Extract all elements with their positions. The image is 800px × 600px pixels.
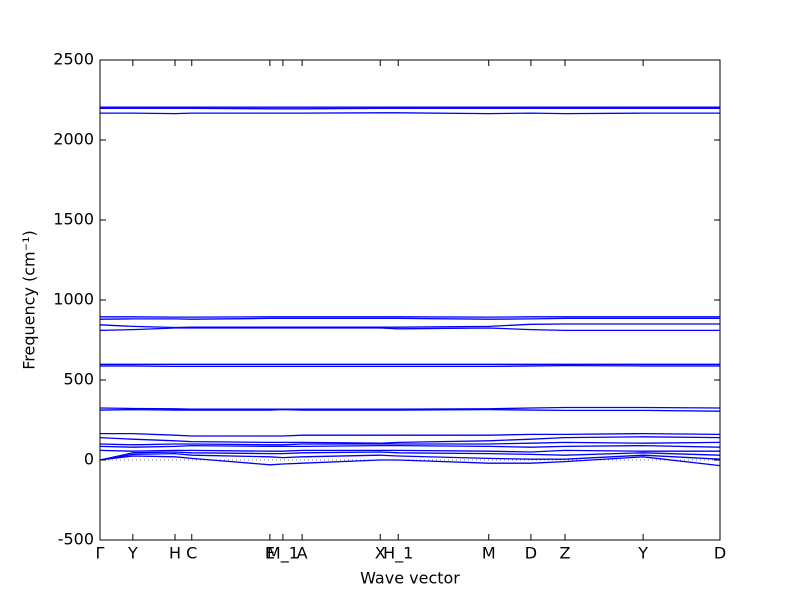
x-tick-label: Γ bbox=[96, 544, 105, 563]
x-tick-label: Y bbox=[127, 544, 138, 563]
band bbox=[99, 444, 721, 448]
band bbox=[99, 408, 721, 412]
x-tick-label: M_1 bbox=[267, 544, 299, 564]
y-tick-label: -500 bbox=[58, 530, 94, 549]
band bbox=[99, 436, 721, 444]
x-tick-label: D bbox=[525, 544, 537, 563]
x-tick-label: E bbox=[265, 544, 275, 563]
band bbox=[99, 317, 720, 320]
band bbox=[99, 323, 720, 329]
x-tick-label: C bbox=[186, 544, 197, 563]
band bbox=[99, 441, 721, 446]
y-tick-label: 0 bbox=[84, 450, 94, 469]
x-axis-label: Wave vector bbox=[360, 569, 460, 588]
x-tick-label: H bbox=[169, 544, 181, 563]
x-tick-label: M bbox=[482, 544, 496, 563]
plot-frame bbox=[99, 59, 721, 541]
x-tick-label: H_1 bbox=[383, 544, 413, 564]
x-tick-label: Z bbox=[560, 544, 571, 563]
x-tick-label: X bbox=[375, 544, 386, 563]
y-axis-label: Frequency (cm⁻¹) bbox=[20, 230, 39, 369]
band bbox=[99, 451, 721, 461]
band bbox=[100, 112, 720, 115]
band bbox=[99, 406, 721, 410]
y-tick-label: 1500 bbox=[53, 210, 94, 229]
y-tick-label: 2000 bbox=[53, 130, 94, 149]
x-tick-label: D bbox=[714, 544, 726, 563]
band bbox=[100, 432, 721, 437]
y-tick-label: 1000 bbox=[53, 290, 94, 309]
x-tick-label: Y bbox=[637, 544, 648, 563]
band bbox=[99, 452, 721, 461]
band bbox=[99, 455, 721, 467]
x-tick-label: A bbox=[297, 544, 308, 563]
y-tick-label: 2500 bbox=[53, 50, 94, 69]
y-tick-label: 500 bbox=[63, 370, 94, 389]
band bbox=[99, 449, 720, 453]
band bbox=[100, 364, 720, 368]
